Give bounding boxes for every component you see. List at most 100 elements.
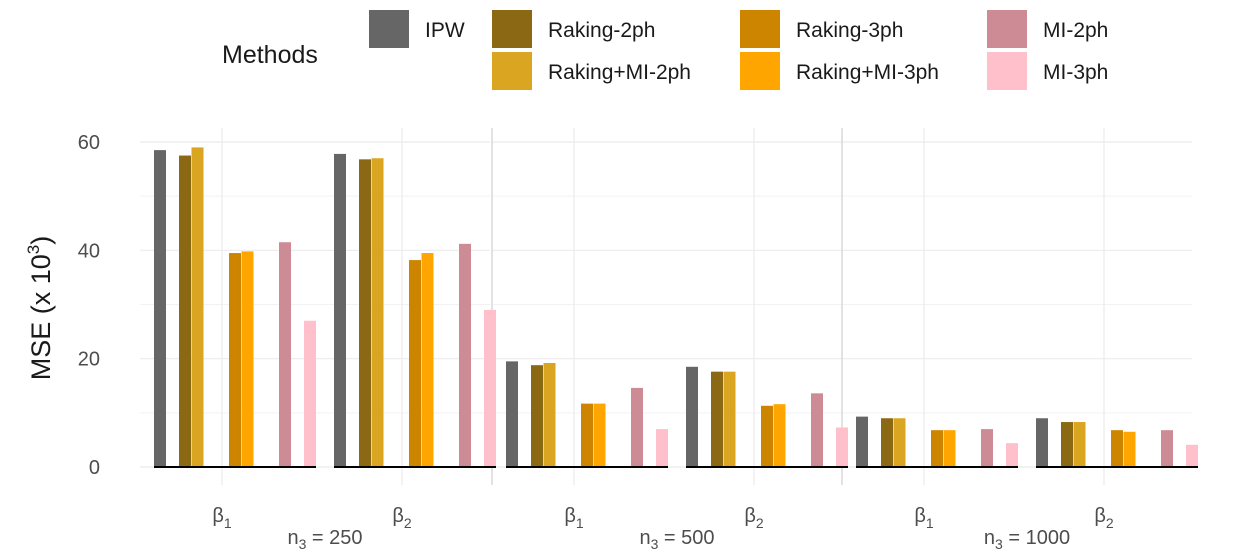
bar-ipw xyxy=(686,366,698,467)
bar-mi-3ph xyxy=(484,309,496,467)
panel-label: n3 = 250 xyxy=(287,527,362,552)
legend-label-raking-3ph: Raking-3ph xyxy=(796,19,903,42)
bar-mi-3ph xyxy=(1006,443,1018,467)
panel-label-base: n xyxy=(287,527,298,549)
bar-mi-2ph xyxy=(981,429,993,467)
legend-swatch-raking-mi-3ph xyxy=(740,52,780,90)
panel-label-subscript: 3 xyxy=(995,536,1003,552)
panel-label-rest: = 250 xyxy=(306,527,362,549)
y-tick-label: 0 xyxy=(89,457,100,479)
y-axis-title-close: ) xyxy=(26,236,56,245)
bar-mi-2ph xyxy=(811,393,823,467)
panel-label-rest: = 1000 xyxy=(1003,527,1070,549)
legend-swatch-ipw xyxy=(369,10,409,48)
bar-raking-mi-2ph xyxy=(893,418,906,467)
legend-label-raking-mi-2ph: Raking+MI-2ph xyxy=(548,61,691,84)
x-tick-label-base: β xyxy=(1094,505,1106,527)
bar-raking-2ph xyxy=(1061,422,1073,467)
x-tick-label-subscript: 2 xyxy=(756,515,764,531)
panel-label: n3 = 1000 xyxy=(984,527,1070,552)
x-tick-label-subscript: 1 xyxy=(576,515,584,531)
x-tick-label-subscript: 1 xyxy=(926,515,934,531)
x-tick-label: β1 xyxy=(564,505,584,531)
bar-raking-mi-3ph xyxy=(943,430,956,467)
panel-label-subscript: 3 xyxy=(299,536,307,552)
bar-raking-mi-2ph xyxy=(723,371,736,467)
legend-swatch-raking-3ph xyxy=(740,10,780,48)
x-tick-label: β1 xyxy=(212,505,232,531)
bar-raking-mi-2ph xyxy=(1073,422,1086,467)
x-tick-label-subscript: 2 xyxy=(1106,515,1114,531)
bar-ipw xyxy=(1036,418,1048,467)
x-tick-label: β2 xyxy=(392,505,412,531)
legend-swatch-raking-2ph xyxy=(492,10,532,48)
legend-label-ipw: IPW xyxy=(425,19,465,42)
x-tick-label: β2 xyxy=(1094,505,1114,531)
bar-raking-mi-2ph xyxy=(191,147,204,467)
bar-mi-3ph xyxy=(304,320,316,467)
bar-ipw xyxy=(154,150,166,467)
x-tick-label-base: β xyxy=(914,505,926,527)
legend-label-mi-3ph: MI-3ph xyxy=(1043,61,1108,84)
legend-label-raking-mi-3ph: Raking+MI-3ph xyxy=(796,61,939,84)
panel-label-subscript: 3 xyxy=(651,536,659,552)
y-tick-label: 20 xyxy=(78,349,100,371)
bar-mi-3ph xyxy=(1186,444,1198,467)
bar-raking-3ph xyxy=(581,403,593,467)
legend-swatch-mi-3ph xyxy=(987,52,1027,90)
bar-mi-3ph xyxy=(836,427,848,467)
bar-raking-3ph xyxy=(761,405,773,467)
panel-label-base: n xyxy=(984,527,995,549)
bar-raking-2ph xyxy=(711,371,723,467)
panel-label-rest: = 500 xyxy=(658,527,714,549)
bar-raking-3ph xyxy=(931,430,943,467)
bar-mi-3ph xyxy=(656,429,668,467)
bar-raking-3ph xyxy=(229,253,241,467)
bars xyxy=(154,147,1198,468)
bar-mi-2ph xyxy=(1161,430,1173,467)
bar-mi-2ph xyxy=(459,243,471,467)
bar-raking-2ph xyxy=(531,365,543,467)
bar-mi-2ph xyxy=(279,242,291,467)
legend-swatch-raking-mi-2ph xyxy=(492,52,532,90)
y-axis-title: MSE (x 103) xyxy=(24,236,56,381)
panel-label-base: n xyxy=(639,527,650,549)
x-tick-label: β1 xyxy=(914,505,934,531)
bar-raking-mi-3ph xyxy=(241,251,254,467)
legend-swatch-mi-2ph xyxy=(987,10,1027,48)
bar-raking-2ph xyxy=(179,155,191,467)
x-tick-label-base: β xyxy=(744,505,756,527)
bar-raking-mi-3ph xyxy=(593,403,606,467)
bar-raking-2ph xyxy=(881,418,893,467)
bar-raking-mi-2ph xyxy=(543,363,556,467)
x-tick-label: β2 xyxy=(744,505,764,531)
y-axis: 0 20 40 60 MSE (x 103) xyxy=(24,132,100,479)
bar-ipw xyxy=(506,361,518,467)
legend: Methods IPW Raking-2ph Raking+MI-2ph Raking-… xyxy=(222,10,1108,90)
bar-raking-mi-2ph xyxy=(371,158,384,467)
panel-label: n3 = 500 xyxy=(639,527,714,552)
x-tick-label-base: β xyxy=(212,505,224,527)
legend-title: Methods xyxy=(222,41,318,69)
bar-ipw xyxy=(334,153,346,467)
y-tick-label: 40 xyxy=(78,240,100,262)
bar-raking-2ph xyxy=(359,159,371,468)
bar-raking-mi-3ph xyxy=(773,404,786,467)
bar-ipw xyxy=(856,416,868,467)
y-axis-title-main: MSE (x 10 xyxy=(26,254,56,380)
bar-mi-2ph xyxy=(631,387,643,467)
x-tick-label-base: β xyxy=(564,505,576,527)
bar-raking-3ph xyxy=(409,260,421,467)
legend-label-raking-2ph: Raking-2ph xyxy=(548,19,655,42)
legend-label-mi-2ph: MI-2ph xyxy=(1043,19,1108,42)
bar-raking-mi-3ph xyxy=(421,253,434,467)
x-tick-label-subscript: 1 xyxy=(224,515,232,531)
bar-raking-3ph xyxy=(1111,430,1123,467)
y-axis-title-exponent: 3 xyxy=(24,245,43,254)
bar-raking-mi-3ph xyxy=(1123,431,1136,467)
y-tick-label: 60 xyxy=(78,132,100,154)
x-tick-label-subscript: 2 xyxy=(404,515,412,531)
x-tick-label-base: β xyxy=(392,505,404,527)
